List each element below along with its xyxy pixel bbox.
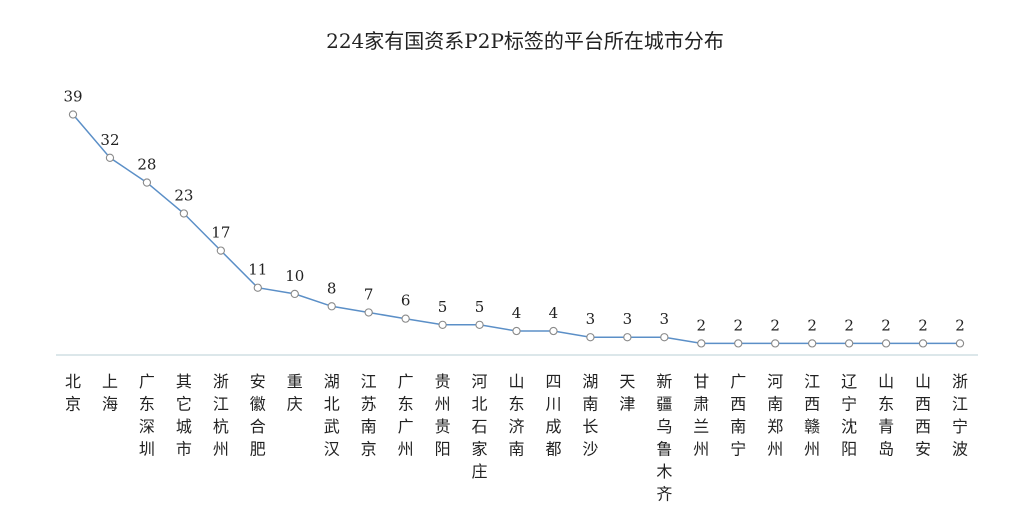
data-label-2: 32 [100, 131, 119, 149]
data-label-11: 5 [438, 298, 448, 316]
category-label-22: 辽宁沈阳 [841, 372, 857, 459]
data-label-17: 3 [660, 310, 670, 328]
category-label-9: 江苏南京 [361, 372, 377, 459]
data-label-21: 2 [807, 316, 817, 334]
data-point-20 [771, 339, 780, 348]
data-label-4: 23 [174, 186, 193, 204]
category-label-16: 天津 [619, 372, 635, 414]
category-label-3: 广东深圳 [139, 372, 155, 459]
data-label-14: 4 [549, 304, 559, 322]
category-label-25: 浙江宁波 [952, 372, 968, 459]
data-label-5: 17 [211, 224, 230, 242]
data-label-20: 2 [770, 316, 780, 334]
data-label-19: 2 [733, 316, 743, 334]
data-point-8 [327, 302, 336, 311]
category-label-4: 其它城市 [176, 372, 192, 459]
data-label-24: 2 [918, 316, 928, 334]
data-point-18 [697, 339, 706, 348]
data-point-24 [918, 339, 928, 348]
data-label-1: 39 [63, 88, 82, 106]
data-point-23 [881, 339, 891, 348]
category-label-8: 湖北武汉 [324, 372, 340, 459]
data-point-9 [364, 308, 373, 317]
category-label-6: 安徽合肥 [250, 372, 266, 459]
data-point-13 [512, 326, 521, 336]
data-point-22 [844, 339, 854, 348]
data-label-23: 2 [881, 316, 891, 334]
data-point-19 [734, 339, 743, 348]
data-point-5 [216, 246, 225, 255]
data-point-17 [660, 333, 669, 342]
category-label-12: 河北石家庄 [472, 372, 488, 481]
category-label-18: 甘肃兰州 [693, 372, 709, 459]
data-label-15: 3 [586, 310, 596, 328]
category-label-15: 湖南长沙 [582, 372, 598, 459]
data-label-8: 8 [327, 279, 337, 297]
category-label-21: 江西赣州 [804, 372, 820, 459]
data-label-18: 2 [697, 316, 707, 334]
chart-title: 224家有国资系P2P标签的平台所在城市分布 [326, 29, 724, 53]
category-label-23: 山东青岛 [878, 372, 894, 459]
data-points [68, 110, 965, 348]
data-label-22: 2 [844, 316, 854, 334]
data-label-6: 11 [248, 261, 267, 279]
data-label-12: 5 [475, 298, 485, 316]
data-point-10 [401, 314, 410, 323]
category-label-17: 新疆乌鲁木齐 [656, 372, 672, 504]
data-point-25 [955, 339, 965, 348]
data-point-12 [475, 320, 484, 329]
data-label-3: 28 [137, 156, 156, 174]
data-label-9: 7 [364, 285, 374, 303]
data-point-7 [290, 289, 299, 299]
category-label-14: 四川成都 [545, 372, 561, 459]
data-label-16: 3 [623, 310, 633, 328]
category-label-20: 河南郑州 [767, 372, 783, 459]
category-label-5: 浙江杭州 [213, 372, 229, 459]
data-point-21 [808, 339, 817, 348]
data-point-4 [179, 209, 189, 218]
category-label-2: 上海 [102, 372, 118, 414]
data-label-7: 10 [285, 267, 304, 285]
data-point-6 [253, 283, 262, 292]
data-point-3 [142, 178, 152, 187]
data-point-15 [586, 333, 595, 342]
category-label-11: 贵州贵阳 [435, 372, 451, 459]
data-label-10: 6 [401, 292, 411, 310]
category-label-7: 重庆 [287, 372, 303, 414]
data-label-13: 4 [512, 304, 522, 322]
data-label-25: 2 [955, 316, 965, 334]
category-label-10: 广东广州 [398, 372, 414, 459]
data-point-1 [68, 110, 78, 119]
category-label-24: 山西西安 [915, 372, 931, 459]
data-point-16 [623, 333, 632, 342]
data-point-14 [549, 326, 558, 336]
category-label-19: 广西南宁 [730, 372, 746, 459]
category-label-13: 山东济南 [508, 372, 524, 459]
data-point-2 [105, 153, 115, 162]
data-point-11 [438, 320, 447, 329]
category-label-1: 北京 [65, 372, 81, 414]
